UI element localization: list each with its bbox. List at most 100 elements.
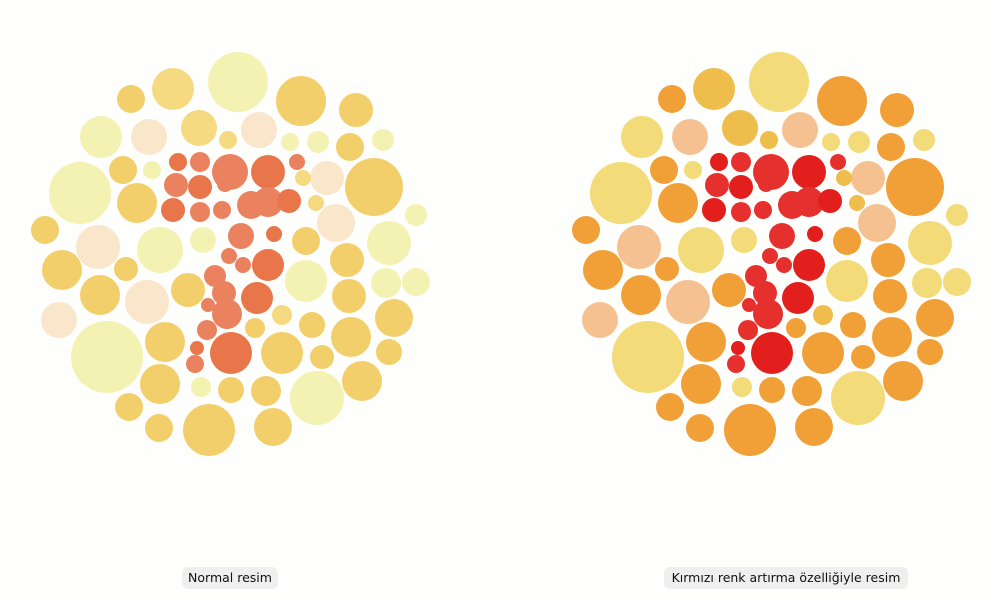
dot [913, 129, 935, 151]
dot [285, 260, 327, 302]
dot [190, 152, 210, 172]
dot [658, 85, 686, 113]
dot [317, 204, 355, 242]
dot [686, 322, 726, 362]
dot [210, 332, 252, 374]
dot [212, 299, 242, 329]
dot [858, 204, 896, 242]
dot [308, 195, 324, 211]
dot [131, 119, 167, 155]
dot [241, 112, 277, 148]
dot [684, 161, 702, 179]
dot [218, 377, 244, 403]
dot [145, 322, 185, 362]
dot [753, 299, 783, 329]
dot [873, 279, 907, 313]
dot [731, 202, 751, 222]
dot [299, 312, 325, 338]
dot [872, 317, 912, 357]
dot [617, 225, 661, 269]
dot [330, 243, 364, 277]
dot [190, 202, 210, 222]
dot [590, 162, 652, 224]
dot [650, 156, 678, 184]
dot [693, 68, 735, 110]
dot [190, 227, 216, 253]
dot [117, 183, 157, 223]
dot [848, 131, 870, 153]
dot [731, 341, 745, 355]
dot [666, 280, 710, 324]
dot [277, 189, 301, 213]
dot [332, 279, 366, 313]
dot [115, 393, 143, 421]
dot [266, 226, 282, 242]
dot [792, 155, 826, 189]
plate-enhanced [572, 52, 971, 456]
dot [729, 175, 753, 199]
dot [807, 226, 823, 242]
dot [738, 320, 758, 340]
dot [572, 216, 600, 244]
dot [731, 227, 757, 253]
dot [252, 249, 284, 281]
dot [261, 332, 303, 374]
dot [80, 116, 122, 158]
dot [656, 393, 684, 421]
dot [251, 376, 281, 406]
dot [228, 223, 254, 249]
dot [745, 265, 767, 287]
dot [826, 260, 868, 302]
dot [818, 189, 842, 213]
dot [655, 257, 679, 281]
dot [917, 339, 943, 365]
dot [883, 361, 923, 401]
dot [710, 153, 728, 171]
dot [212, 281, 236, 305]
dot [289, 154, 305, 170]
dot [877, 133, 905, 161]
dot [724, 404, 776, 456]
dot [836, 170, 852, 186]
dot [758, 176, 774, 192]
dot [621, 116, 663, 158]
dot [109, 156, 137, 184]
dot [190, 341, 204, 355]
dot [241, 282, 273, 314]
dot [161, 198, 185, 222]
dot [830, 154, 846, 170]
dot [686, 414, 714, 442]
dot [145, 414, 173, 442]
dot [235, 257, 251, 273]
dot [702, 198, 726, 222]
dot [117, 85, 145, 113]
dot [272, 305, 292, 325]
dot [782, 112, 818, 148]
caption-pill [664, 567, 908, 589]
dot [851, 345, 875, 369]
dot [678, 227, 724, 273]
dot [583, 250, 623, 290]
dot [795, 408, 833, 446]
dot [722, 110, 758, 146]
dot [786, 318, 806, 338]
dot [276, 76, 326, 126]
dot [778, 191, 806, 219]
dot [732, 377, 752, 397]
dot [310, 161, 344, 195]
dot [292, 227, 320, 255]
dot [208, 52, 268, 112]
caption-pill [182, 567, 278, 589]
dot [731, 152, 751, 172]
dot [751, 332, 793, 374]
dot [204, 265, 226, 287]
dot [181, 110, 217, 146]
dot [612, 321, 684, 393]
dot [782, 282, 814, 314]
dot [143, 161, 161, 179]
dot [140, 364, 180, 404]
dot [946, 204, 968, 226]
dot [254, 408, 292, 446]
dot [80, 275, 120, 315]
dot [336, 133, 364, 161]
